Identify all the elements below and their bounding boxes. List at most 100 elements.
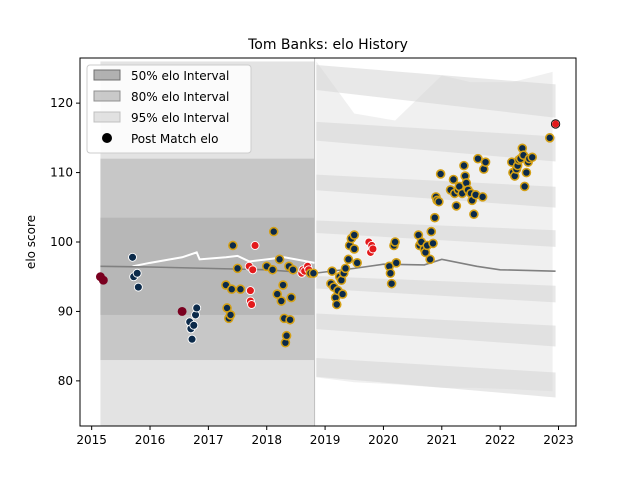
- data-point: [245, 286, 255, 296]
- grey-mean-line: [100, 258, 556, 275]
- y-tick-label: 100: [50, 235, 73, 249]
- data-point-ring: [550, 119, 561, 129]
- data-point: [276, 296, 287, 306]
- x-axis: 2015 2016 2017 2018 2019 2020 2021 2022 2023: [76, 426, 574, 447]
- interval-bands: [100, 58, 556, 426]
- data-point: [288, 264, 298, 275]
- data-point: [177, 306, 187, 316]
- legend: 50% elo Interval 80% elo Interval 95% el…: [86, 64, 252, 154]
- y-tick-label: 80: [58, 374, 73, 388]
- data-point: [232, 263, 243, 274]
- data-point: [268, 226, 279, 237]
- data-point: [285, 314, 295, 325]
- data-point: [189, 320, 199, 330]
- data-point: [477, 192, 488, 202]
- legend-swatch-80: [93, 90, 121, 102]
- data-point: [128, 252, 137, 262]
- band-right-streak: [316, 220, 556, 247]
- data-point: [459, 160, 469, 171]
- data-point: [226, 284, 237, 295]
- x-tick-label: 2017: [193, 433, 224, 447]
- x-tick-label: 2020: [368, 433, 399, 447]
- data-point: [132, 268, 142, 278]
- data-point: [281, 330, 292, 341]
- legend-label-post-match: Post Match elo: [131, 132, 218, 146]
- legend-frame: [86, 64, 252, 154]
- data-point: [272, 289, 283, 299]
- legend-marker-post-match: [102, 133, 112, 143]
- data-point: [327, 266, 337, 276]
- data-point: [386, 278, 397, 289]
- data-point: [267, 264, 278, 275]
- legend-label-50: 50% elo Interval: [131, 69, 229, 83]
- x-tick-label: 2022: [485, 433, 516, 447]
- data-point: [527, 152, 538, 163]
- data-point: [426, 226, 437, 237]
- data-point: [274, 254, 285, 265]
- data-point: [521, 167, 532, 178]
- data-point: [368, 244, 378, 254]
- band-right-streak: [316, 276, 556, 303]
- data-point: [473, 153, 483, 164]
- band-right-streak: [316, 64, 556, 118]
- y-tick-label: 90: [58, 304, 73, 318]
- band-right-streak: [316, 121, 556, 162]
- data-point: [448, 174, 459, 185]
- legend-label-95: 95% elo Interval: [131, 111, 229, 125]
- data-point: [248, 265, 258, 275]
- x-tick-label: 2021: [427, 433, 458, 447]
- data-point: [250, 241, 260, 250]
- data-point: [469, 209, 479, 220]
- data-point: [247, 300, 257, 309]
- data-point: [425, 254, 435, 265]
- data-point: [98, 275, 108, 285]
- data-point: [544, 133, 555, 143]
- data-point: [349, 230, 360, 240]
- data-point: [451, 201, 462, 211]
- data-point: [385, 268, 396, 279]
- data-point: [308, 268, 319, 279]
- white-mean-line: [132, 251, 315, 268]
- y-tick-label: 110: [50, 166, 73, 180]
- mean-lines: [100, 251, 556, 275]
- band-right-streak: [316, 357, 556, 398]
- data-point: [187, 334, 197, 344]
- data-point: [278, 280, 288, 290]
- legend-swatch-95: [93, 111, 121, 123]
- data-point: [428, 238, 438, 249]
- data-point: [133, 282, 143, 292]
- data-point: [337, 289, 348, 299]
- post-match-points: [95, 119, 561, 348]
- data-point: [286, 292, 297, 303]
- data-point: [192, 303, 202, 313]
- data-point: [391, 258, 402, 268]
- data-point: [435, 169, 446, 179]
- data-point: [429, 212, 440, 223]
- y-axis-label: elo score: [24, 215, 38, 269]
- data-point: [352, 258, 362, 268]
- data-point: [434, 196, 444, 207]
- data-point: [349, 244, 360, 254]
- data-point: [225, 310, 236, 320]
- data-point: [340, 263, 351, 274]
- legend-label-80: 80% elo Interval: [131, 90, 229, 104]
- data-point: [331, 299, 342, 310]
- x-tick-label: 2016: [135, 433, 166, 447]
- x-tick-label: 2019: [310, 433, 341, 447]
- data-point: [519, 181, 530, 192]
- x-tick-label: 2018: [251, 433, 282, 447]
- legend-swatch-50: [93, 69, 121, 81]
- data-point: [343, 254, 354, 265]
- y-axis: 80 90 100 110 120: [50, 96, 80, 388]
- band-right-streak: [316, 313, 556, 347]
- band-right-streak: [316, 174, 556, 208]
- data-point: [235, 284, 246, 295]
- y-tick-label: 120: [50, 96, 73, 110]
- data-point: [480, 157, 491, 167]
- x-tick-label: 2015: [76, 433, 107, 447]
- x-tick-label: 2023: [543, 433, 574, 447]
- data-point: [228, 240, 238, 251]
- data-point: [390, 237, 400, 247]
- chart-title: Tom Banks: elo History: [247, 37, 408, 53]
